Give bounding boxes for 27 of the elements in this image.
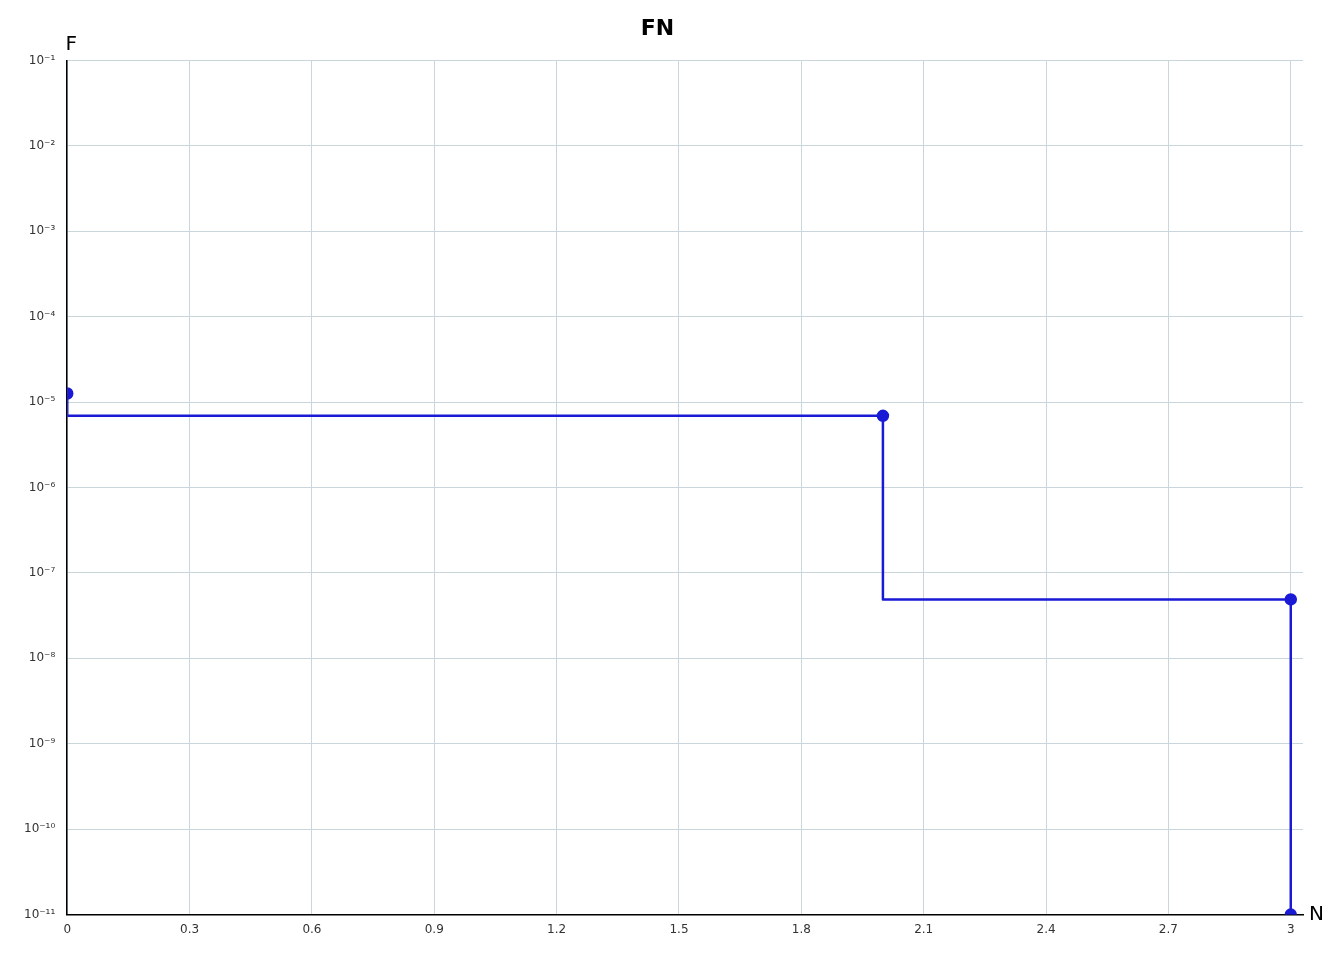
x-tick-label: 0.3 [180, 921, 200, 936]
y-axis-title: F [65, 30, 77, 55]
x-tick-label: 2.4 [1036, 921, 1056, 936]
y-tick-label: 10⁻⁴ [28, 308, 56, 323]
x-axis-title: N [1309, 900, 1324, 925]
x-tick-label: 2.7 [1158, 921, 1178, 936]
x-tick-label: 1.2 [547, 921, 567, 936]
y-tick-label: 10⁻¹⁰ [23, 821, 56, 836]
x-tick-label: 1.8 [791, 921, 811, 936]
x-tick-label: 1.5 [669, 921, 689, 936]
y-tick-label: 10⁻⁶ [28, 479, 56, 494]
y-tick-label: 10⁻³ [28, 223, 56, 238]
y-tick-label: 10⁻⁹ [28, 735, 56, 750]
x-tick-label: 0.9 [424, 921, 444, 936]
y-tick-label: 10⁻⁵ [28, 394, 56, 409]
chart-title: FN [640, 14, 675, 40]
point [876, 409, 890, 423]
point [1284, 593, 1298, 606]
x-tick-label: 0 [63, 921, 72, 936]
x-tick-label: 2.1 [914, 921, 934, 936]
y-tick-label: 10⁻¹ [28, 52, 56, 67]
y-tick-label: 10⁻⁸ [28, 650, 56, 665]
y-tick-label: 10⁻⁷ [28, 565, 56, 580]
y-tick-label: 10⁻¹¹ [23, 906, 56, 921]
x-tick-label: 3 [1286, 921, 1295, 936]
y-tick-label: 10⁻² [28, 137, 56, 152]
x-tick-label: 0.6 [302, 921, 322, 936]
